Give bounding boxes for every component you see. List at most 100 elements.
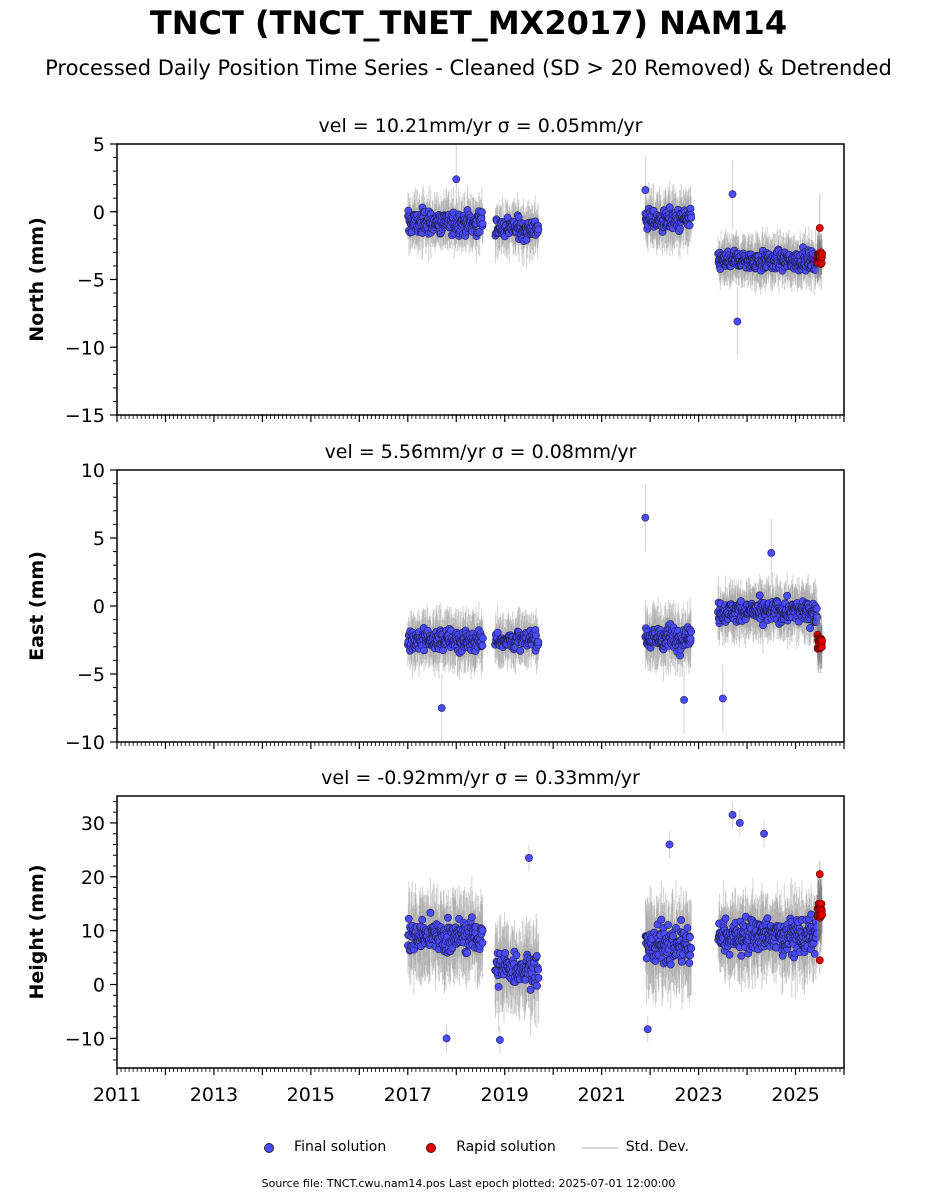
final-solution-point	[664, 921, 672, 929]
final-solution-point	[755, 591, 764, 600]
legend-item-rapid: Rapid solution	[410, 1139, 556, 1155]
final-solution-point	[680, 695, 688, 704]
final-solution-point	[810, 949, 819, 958]
final-solution-point	[665, 840, 674, 849]
final-solution-point	[533, 981, 541, 990]
legend-item-stddev: Std. Dev.	[580, 1139, 689, 1155]
y-tick-label: 20	[81, 867, 105, 889]
final-solution-point	[478, 641, 487, 650]
final-solution-point	[657, 915, 666, 924]
rapid-solution-point	[815, 870, 824, 878]
final-solution-point	[534, 225, 543, 234]
legend-rapid-label: Rapid solution	[456, 1139, 556, 1155]
final-solution-point	[516, 646, 525, 655]
legend-final-label: Final solution	[294, 1139, 387, 1155]
final-solution-point	[478, 938, 487, 947]
final-solution-point	[685, 959, 694, 967]
x-tick-label: 2017	[384, 1084, 432, 1106]
y-tick-label: 5	[93, 528, 105, 550]
final-solution-point	[532, 631, 541, 640]
final-solution-point	[806, 624, 814, 632]
final-solution-point	[494, 982, 503, 991]
panel-title-1: vel = 10.21mm/yr σ = 0.05mm/yr	[319, 115, 643, 137]
final-solution-point	[495, 1036, 504, 1044]
x-tick-label: 2021	[577, 1084, 625, 1106]
y-axis-label-2: East (mm)	[26, 551, 48, 661]
final-solution-point	[437, 704, 446, 712]
y-tick-label: 30	[81, 813, 105, 835]
final-solution-point	[687, 627, 695, 636]
final-solution-point	[687, 944, 696, 953]
y-tick-label: −5	[77, 664, 105, 686]
y-tick-label: 5	[93, 134, 105, 156]
final-solution-point	[718, 694, 727, 703]
final-solution-point	[759, 621, 767, 630]
final-solution-point	[767, 549, 776, 557]
final-solution-point	[672, 923, 680, 932]
final-solution-point	[735, 819, 744, 827]
legend-final-marker	[248, 1140, 288, 1154]
final-solution-point	[442, 1034, 451, 1043]
final-solution-point	[813, 929, 822, 938]
final-solution-point	[467, 913, 476, 922]
final-solution-point	[665, 203, 674, 212]
x-tick-label: 2019	[481, 1084, 529, 1106]
final-solution-point	[525, 854, 533, 862]
final-solution-point	[812, 604, 821, 613]
final-solution-point	[813, 613, 822, 622]
final-solution-point	[677, 916, 686, 924]
y-tick-label: −10	[65, 1028, 105, 1050]
legend-rapid-marker	[410, 1140, 450, 1154]
final-solution-point	[721, 914, 730, 923]
final-solution-point	[641, 186, 650, 194]
final-solution-point	[686, 634, 695, 643]
panel-title-2: vel = 5.56mm/yr σ = 0.08mm/yr	[325, 441, 637, 463]
rapid-solution-point	[815, 224, 824, 232]
final-solution-point	[737, 951, 746, 960]
final-solution-point	[686, 951, 695, 960]
y-tick-label: 0	[93, 596, 105, 618]
x-tick-label: 2023	[674, 1084, 722, 1106]
y-tick-label: 0	[93, 202, 105, 224]
y-tick-label: 0	[93, 975, 105, 997]
y-tick-label: −10	[65, 337, 105, 359]
final-solution-point	[643, 1025, 652, 1034]
chart-area: vel = 10.21mm/yr σ = 0.05mm/yr North (mm)…	[26, 115, 845, 1106]
y-tick-label: 10	[81, 460, 105, 482]
final-solution-point	[725, 950, 734, 959]
final-solution-point	[763, 914, 772, 923]
chart-title: TNCT (TNCT_TNET_MX2017) NAM14	[149, 4, 788, 42]
y-tick-label: −5	[77, 270, 105, 292]
chart-subtitle: Processed Daily Position Time Series - C…	[45, 56, 892, 80]
final-solution-point	[687, 213, 696, 222]
final-solution-point	[641, 513, 650, 522]
final-solution-point	[452, 175, 461, 184]
final-solution-point	[493, 628, 502, 637]
final-solution-point	[534, 638, 543, 646]
final-solution-point	[728, 190, 737, 199]
final-solution-point	[512, 951, 521, 960]
final-solution-point	[676, 224, 684, 233]
rapid-solution-point	[818, 250, 827, 258]
source-footnote: Source file: TNCT.cwu.nam14.pos Last epo…	[261, 1177, 676, 1190]
rapid-solution-point	[815, 956, 824, 965]
final-solution-point	[478, 219, 487, 228]
final-solution-point	[760, 829, 768, 838]
final-solution-point	[478, 926, 487, 935]
final-solution-point	[686, 933, 694, 942]
final-solution-point	[666, 960, 675, 969]
final-solution-point	[501, 949, 510, 957]
panel-title-3: vel = -0.92mm/yr σ = 0.33mm/yr	[321, 767, 640, 789]
final-solution-point	[534, 965, 543, 974]
final-solution-point	[444, 913, 452, 922]
final-solution-point	[783, 591, 792, 600]
y-tick-label: 10	[81, 921, 105, 943]
legend-stddev-label: Std. Dev.	[625, 1139, 689, 1155]
final-solution-point	[479, 634, 487, 643]
x-tick-label: 2011	[93, 1084, 141, 1106]
final-solution-point	[683, 924, 692, 932]
final-solution-point	[728, 810, 737, 819]
final-solution-point	[733, 317, 742, 326]
legend-item-final: Final solution	[248, 1139, 386, 1155]
final-solution-point	[532, 951, 541, 960]
